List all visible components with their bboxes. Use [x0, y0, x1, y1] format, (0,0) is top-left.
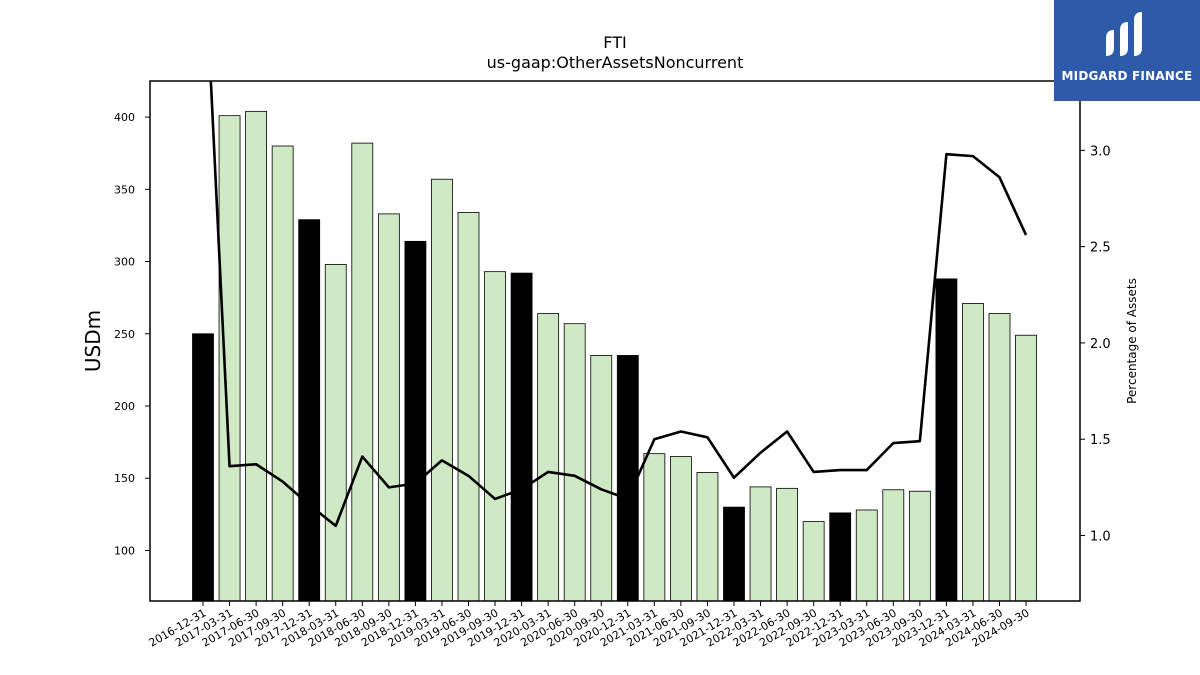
y-tick-label: 300 [114, 256, 135, 269]
bar-2019-03-31 [431, 178, 453, 602]
y2-tick-label: 3.0 [1090, 144, 1111, 159]
bar-2018-12-31 [404, 240, 427, 602]
chart-subtitle: us-gaap:OtherAssetsNoncurrent [487, 53, 744, 72]
bar-2020-12-31 [616, 355, 639, 602]
y-tick-label: 250 [114, 328, 135, 341]
y-tick-label: 150 [114, 472, 135, 485]
bar-2023-09-30 [908, 490, 931, 602]
line-layer [209, 81, 1028, 528]
bar-2022-03-31 [749, 486, 772, 602]
bar-2017-12-31 [298, 219, 321, 602]
bar-2023-03-31 [855, 509, 878, 602]
bar-2018-09-30 [377, 213, 400, 602]
bar-2024-06-30 [988, 313, 1011, 602]
chart-title: FTI [603, 33, 626, 52]
y2-tick-label: 2.0 [1090, 337, 1111, 352]
y2-tick-label: 2.5 [1090, 241, 1111, 256]
bar-2018-06-30 [351, 142, 374, 602]
bar-2017-06-30 [245, 110, 268, 602]
y2-axis-label: Percentage of Assets [1125, 278, 1139, 404]
bar-2023-12-31 [935, 278, 958, 602]
y-tick-label: 200 [114, 400, 135, 413]
brand-logo: MIDGARD FINANCE [1054, 0, 1200, 101]
y-tick-label: 100 [114, 544, 135, 557]
plot-frame [149, 80, 1081, 602]
bar-2020-09-30 [590, 355, 613, 602]
bar-2020-06-30 [563, 323, 586, 602]
bar-2019-06-30 [457, 212, 480, 602]
bars-layer [192, 110, 1037, 602]
bar-2021-12-31 [723, 506, 745, 602]
bar-2021-03-31 [643, 453, 666, 602]
y-axis-label: USDm [81, 310, 105, 372]
bar-2021-09-30 [696, 472, 719, 602]
bar-2022-09-30 [802, 521, 825, 602]
bar-2023-06-30 [882, 489, 905, 602]
percentage-line [209, 81, 1028, 528]
bar-2024-03-31 [962, 303, 984, 602]
y2-tick-label: 1.5 [1090, 433, 1111, 448]
bar-2019-12-31 [510, 272, 533, 602]
bar-2016-12-31 [192, 333, 214, 602]
logo-mark-icon [1106, 12, 1142, 56]
bar-2022-12-31 [829, 512, 852, 602]
y-tick-label: 400 [114, 111, 135, 124]
bar-2017-03-31 [218, 115, 241, 602]
bar-2024-09-30 [1015, 334, 1037, 602]
bar-2020-03-31 [537, 313, 560, 602]
y-tick-label: 350 [114, 183, 135, 196]
y2-tick-label: 1.0 [1090, 530, 1111, 545]
bar-2021-06-30 [670, 456, 692, 602]
bar-2019-09-30 [484, 271, 506, 602]
bar-2022-06-30 [776, 487, 798, 602]
logo-text: MIDGARD FINANCE [1061, 69, 1193, 83]
bar-2018-03-31 [324, 264, 347, 602]
bar-2017-09-30 [271, 145, 294, 602]
